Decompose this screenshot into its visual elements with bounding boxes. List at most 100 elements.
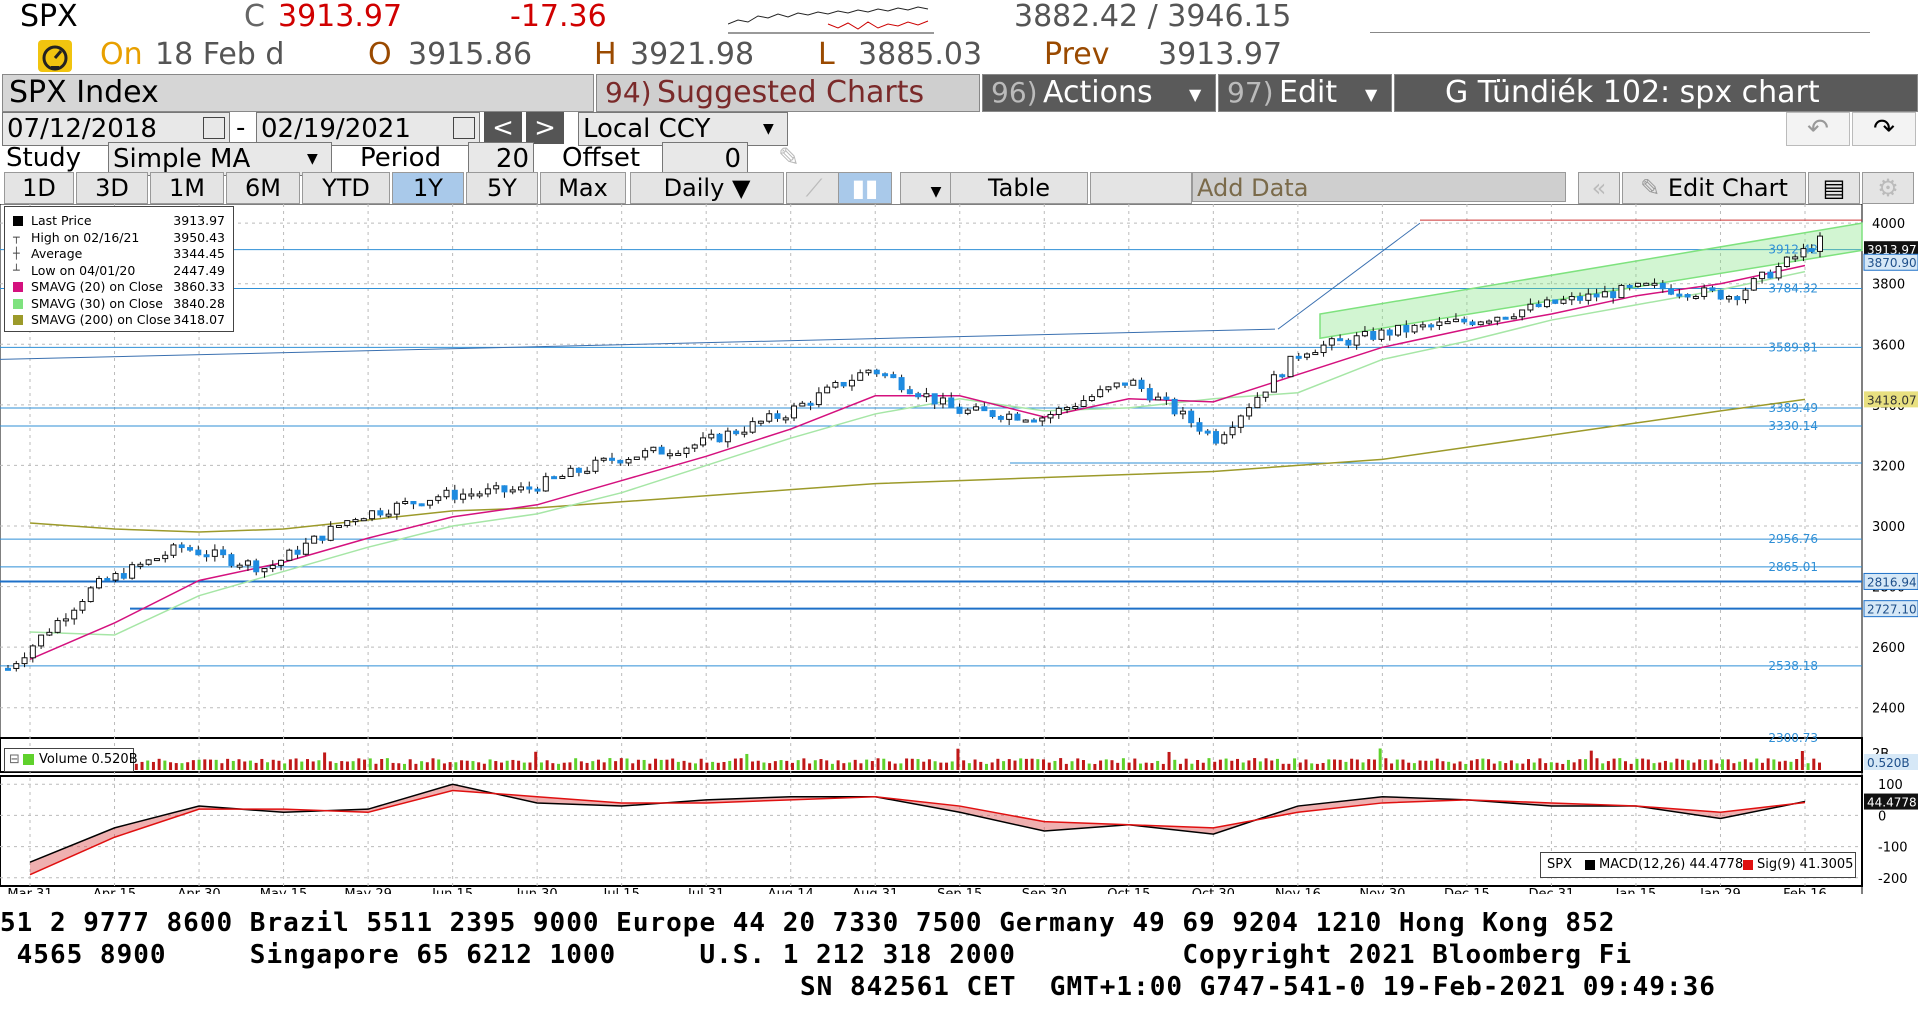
candle-body [691,444,698,449]
volume-bar [237,759,241,770]
chart-name: G Tündiék 102: spx chart [1445,75,1820,110]
candle-body [1742,289,1749,301]
candle-body [1543,299,1550,308]
candle-body [939,397,946,405]
volume-bar [1532,762,1536,770]
volume-bar [283,763,287,770]
suggested-num: 94) [605,76,652,109]
currency-dropdown[interactable]: Local CCY ▼ [578,112,788,146]
volume-bar [796,760,800,770]
low-price: 3885.03 [858,37,983,72]
candle-body [542,476,549,492]
range-button-ytd[interactable]: YTD [302,172,390,204]
candle-body [882,373,889,377]
volume-bar [659,759,663,770]
edit-chart-label: Edit Chart [1667,174,1788,202]
low-marker-icon: ┴ [13,263,20,277]
volume-bar [208,759,212,770]
volume-bar [979,761,983,770]
price-tag-label: 3913.97 [1867,243,1917,257]
chart-settings-button[interactable]: ▤ [1808,172,1860,204]
volume-bar [1766,758,1770,770]
offset-field[interactable]: 0 [662,142,748,174]
start-date-field[interactable]: 07/12/2018 [2,112,230,146]
pencil-icon[interactable]: ✎ [778,143,800,173]
candle-body [1138,379,1145,390]
volume-bar [745,753,749,770]
volume-bar [1173,759,1177,770]
volume-bar [397,763,401,770]
candle-body [137,563,144,567]
candle-body [377,510,384,516]
candle-body [418,503,425,507]
edit-label: Edit [1279,75,1338,110]
volume-bar [950,761,954,770]
range-button-1d[interactable]: 1D [4,172,74,204]
period-field[interactable]: 20 [468,142,534,174]
blank-button[interactable] [1090,172,1192,204]
next-range-button[interactable]: > [526,112,564,144]
volume-bar [1469,760,1473,770]
candle-body [741,431,748,435]
volume-bar [391,762,395,770]
candle-body [948,397,955,408]
gauge-icon[interactable] [38,40,72,72]
bar-chart-toggle[interactable]: ▮▮ [838,172,892,204]
candle-body [1783,256,1790,267]
gear-button[interactable]: ⚙ [1862,172,1914,204]
range-button-1y[interactable]: 1Y [392,172,464,204]
volume-bar [1275,758,1279,770]
edit-chart-button[interactable]: ✎ Edit Chart [1622,172,1806,204]
undo-button[interactable]: ↶ [1786,112,1850,146]
volume-bar [1121,758,1125,770]
add-data-field[interactable]: Add Data [1192,172,1566,202]
security-field[interactable]: SPX Index [2,74,594,112]
volume-bar [591,761,595,770]
range-button-max[interactable]: Max [540,172,626,204]
volume-bar [608,758,612,770]
actions-menu[interactable]: 96) Actions ▼ [982,74,1216,112]
range-button-1m[interactable]: 1M [150,172,224,204]
volume-bar [808,763,812,770]
end-date-field[interactable]: 02/19/2021 [256,112,480,146]
volume-bar [460,760,464,770]
volume-bar [1561,763,1565,770]
volume-bar [916,759,920,770]
candle-body [1213,431,1219,444]
candle-body [1585,293,1592,301]
volume-bar [539,762,543,770]
candle-body [1535,303,1542,308]
prev-range-button[interactable]: < [484,112,522,144]
candle-body [824,386,831,394]
candle-body [1502,316,1509,320]
volume-legend: ⊟ Volume 0.520B [4,748,138,772]
volume-bar [1487,759,1491,770]
range-button-6m[interactable]: 6M [226,172,300,204]
candle-body [1105,386,1112,391]
candle-body [5,667,11,671]
candle-body [468,493,475,497]
range-button-5y[interactable]: 5Y [466,172,538,204]
candle-body [666,453,673,457]
table-button[interactable]: Table [950,172,1088,204]
volume-bar [505,760,509,770]
level-label: 3330.14 [1768,419,1818,433]
range-button-3d[interactable]: 3D [76,172,148,204]
suggested-charts-button[interactable]: 94) Suggested Charts [596,74,980,112]
frequency-dropdown[interactable]: Daily ▼ [630,172,784,204]
candle-body [782,417,789,421]
price-chart[interactable]: 2400260028003000320034003600380040003912… [0,204,1918,894]
collapse-button[interactable]: « [1578,172,1620,204]
study-dropdown[interactable]: Simple MA ▼ [108,142,332,176]
line-chart-toggle[interactable]: ⟋ [786,172,842,204]
candle-body [633,456,640,460]
volume-bar [1795,759,1799,770]
ticker-line-3: SN 842561 CET GMT+1:00 G747-541-0 19-Feb… [800,972,1716,1002]
minus-icon: ⊟ [9,752,20,767]
redo-button[interactable]: ↷ [1852,112,1916,146]
candle-body [1179,410,1186,415]
volume-bar [517,760,521,770]
level-label: 2956.76 [1768,532,1818,546]
edit-menu[interactable]: 97) Edit ▼ [1218,74,1392,112]
candle-body [766,413,773,422]
